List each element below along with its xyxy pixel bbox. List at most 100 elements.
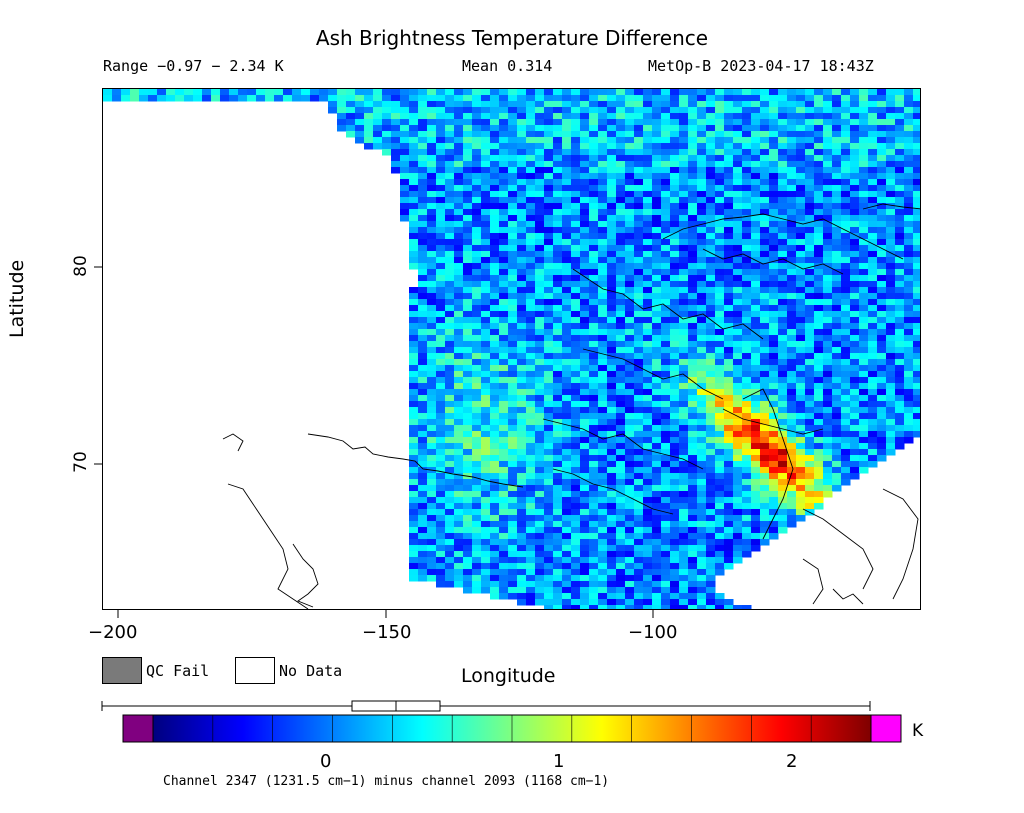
swath-pixel xyxy=(454,209,464,216)
swath-pixel xyxy=(508,95,518,102)
swath-pixel xyxy=(715,95,725,102)
swath-pixel xyxy=(652,119,662,126)
swath-pixel xyxy=(895,305,905,312)
swath-pixel xyxy=(859,377,869,384)
swath-pixel xyxy=(643,329,653,336)
swath-pixel xyxy=(265,95,275,102)
swath-pixel xyxy=(751,443,761,450)
swath-pixel xyxy=(454,515,464,522)
swath-pixel xyxy=(472,143,482,150)
swath-pixel xyxy=(715,341,725,348)
swath-pixel xyxy=(148,89,158,96)
swath-pixel xyxy=(436,401,446,408)
swath-pixel xyxy=(499,461,509,468)
swath-pixel xyxy=(688,215,698,222)
swath-pixel xyxy=(670,173,680,180)
swath-pixel xyxy=(445,521,455,528)
swath-pixel xyxy=(508,113,518,120)
swath-pixel xyxy=(571,227,581,234)
swath-pixel xyxy=(481,227,491,234)
swath-pixel xyxy=(706,467,716,474)
swath-pixel xyxy=(769,413,779,420)
swath-pixel xyxy=(589,287,599,294)
swath-pixel xyxy=(508,467,518,474)
swath-pixel xyxy=(436,257,446,264)
swath-pixel xyxy=(913,317,920,324)
swath-pixel xyxy=(418,461,428,468)
swath-pixel xyxy=(679,221,689,228)
swath-pixel xyxy=(769,125,779,132)
swath-pixel xyxy=(337,113,347,120)
swath-pixel xyxy=(481,359,491,366)
swath-pixel xyxy=(850,323,860,330)
swath-pixel xyxy=(445,467,455,474)
swath-pixel xyxy=(841,251,851,258)
swath-pixel xyxy=(652,419,662,426)
swath-pixel xyxy=(733,503,743,510)
swath-pixel xyxy=(652,191,662,198)
swath-pixel xyxy=(751,509,761,516)
swath-pixel xyxy=(904,353,914,360)
swath-pixel xyxy=(688,425,698,432)
swath-pixel xyxy=(616,335,626,342)
swath-pixel xyxy=(625,95,635,102)
swath-pixel xyxy=(553,323,563,330)
swath-pixel xyxy=(679,281,689,288)
swath-pixel xyxy=(526,137,536,144)
swath-pixel xyxy=(805,407,815,414)
swath-pixel xyxy=(643,293,653,300)
swath-pixel xyxy=(490,341,500,348)
swath-pixel xyxy=(706,569,716,576)
swath-pixel xyxy=(616,545,626,552)
swath-pixel xyxy=(589,191,599,198)
swath-pixel xyxy=(562,197,572,204)
swath-pixel xyxy=(832,101,842,108)
swath-pixel xyxy=(472,449,482,456)
swath-pixel xyxy=(463,173,473,180)
swath-pixel xyxy=(670,299,680,306)
swath-pixel xyxy=(787,251,797,258)
swath-pixel xyxy=(481,329,491,336)
swath-pixel xyxy=(526,575,536,582)
swath-pixel xyxy=(841,311,851,318)
swath-pixel xyxy=(841,293,851,300)
swath-pixel xyxy=(706,377,716,384)
swath-pixel xyxy=(742,497,752,504)
swath-pixel xyxy=(553,557,563,564)
swath-pixel xyxy=(490,113,500,120)
swath-pixel xyxy=(625,161,635,168)
swath-pixel xyxy=(895,101,905,108)
swath-pixel xyxy=(733,215,743,222)
swath-pixel xyxy=(427,521,437,528)
swath-pixel xyxy=(742,209,752,216)
swath-pixel xyxy=(553,317,563,324)
swath-pixel xyxy=(553,197,563,204)
swath-pixel xyxy=(427,215,437,222)
swath-pixel xyxy=(877,209,887,216)
swath-pixel xyxy=(778,359,788,366)
swath-pixel xyxy=(616,257,626,264)
swath-pixel xyxy=(823,347,833,354)
swath-pixel xyxy=(805,365,815,372)
swath-pixel xyxy=(481,257,491,264)
swath-pixel xyxy=(733,551,743,558)
swath-pixel xyxy=(517,377,527,384)
swath-pixel xyxy=(580,263,590,270)
swath-pixel xyxy=(472,197,482,204)
swath-pixel xyxy=(544,407,554,414)
swath-pixel xyxy=(616,347,626,354)
swath-pixel xyxy=(643,581,653,588)
swath-pixel xyxy=(904,251,914,258)
swath-pixel xyxy=(643,383,653,390)
swath-pixel xyxy=(535,515,545,522)
swath-pixel xyxy=(526,509,536,516)
swath-pixel xyxy=(526,395,536,402)
swath-pixel xyxy=(652,581,662,588)
swath-pixel xyxy=(715,407,725,414)
swath-pixel xyxy=(508,149,518,156)
swath-pixel xyxy=(778,329,788,336)
swath-pixel xyxy=(670,551,680,558)
swath-pixel xyxy=(895,329,905,336)
swath-pixel xyxy=(778,299,788,306)
swath-pixel xyxy=(445,125,455,132)
